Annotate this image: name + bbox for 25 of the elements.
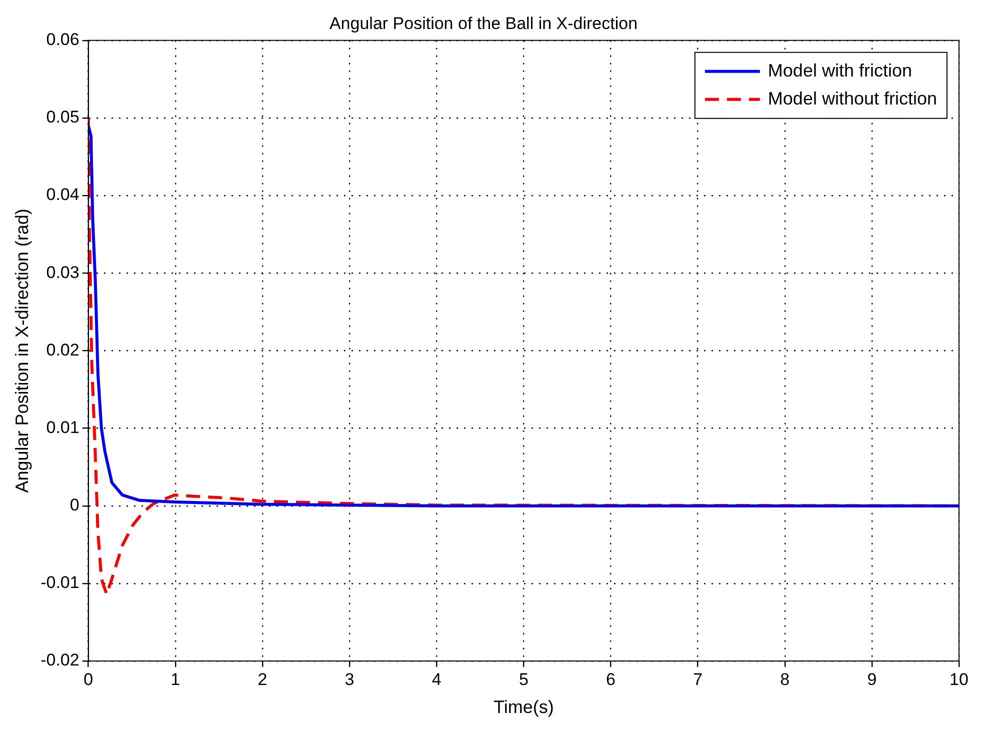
chart-title: Angular Position of the Ball in X-direction: [329, 14, 638, 33]
y-tick-label: -0.02: [40, 650, 80, 670]
y-tick-label: 0: [70, 496, 80, 515]
y-tick-label: 0.01: [46, 418, 80, 437]
x-tick-label: 4: [432, 670, 442, 689]
y-tick-label: 0.05: [46, 108, 80, 127]
y-tick-label: 0.02: [46, 340, 80, 360]
x-tick-label: 7: [693, 670, 703, 689]
x-tick-label: 8: [780, 670, 790, 689]
y-tick-label: -0.01: [40, 573, 80, 592]
y-tick-label: 0.03: [46, 262, 80, 282]
x-axis-title: Time(s): [494, 697, 554, 718]
y-tick-label: 0.04: [46, 185, 80, 204]
x-tick-label: 3: [344, 670, 354, 689]
y-tick-label: 0.06: [46, 30, 80, 50]
legend-label: Model without friction: [768, 88, 938, 108]
x-tick-label: 1: [170, 670, 180, 689]
y-axis-title: Angular Position in X-direction (rad): [12, 208, 32, 493]
x-tick-label: 0: [84, 670, 94, 689]
legend-label: Model with friction: [768, 60, 912, 80]
x-tick-label: 2: [258, 670, 268, 689]
x-tick-label: 10: [950, 670, 968, 689]
x-tick-label: 9: [867, 670, 877, 689]
x-tick-label: 5: [518, 670, 528, 689]
x-tick-label: 6: [606, 670, 616, 689]
